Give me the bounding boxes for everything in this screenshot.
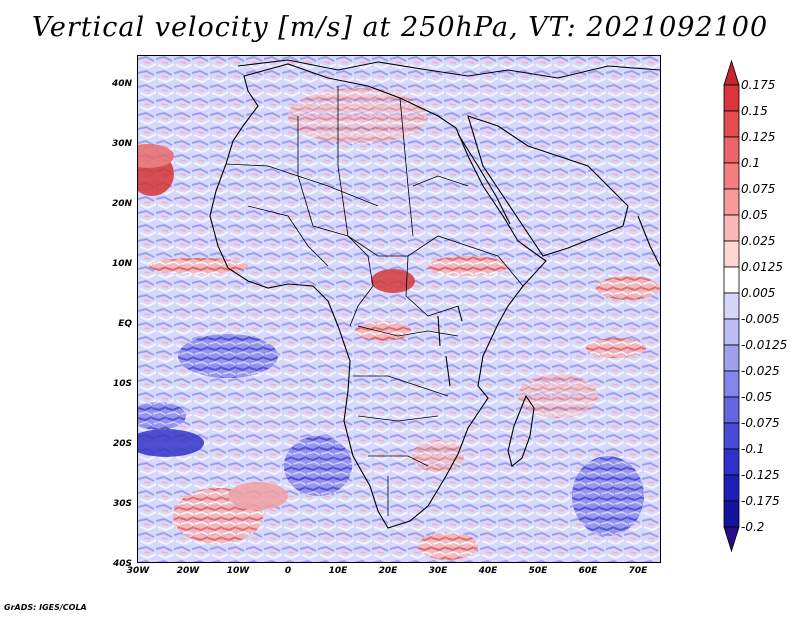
- lat-label-40n: 40N: [111, 79, 132, 89]
- colorbar-label: -0.0125: [741, 338, 788, 352]
- colorbar-swatch: [723, 422, 740, 450]
- colorbar-swatch: [723, 266, 740, 294]
- colorbar-swatch: [723, 84, 740, 112]
- colorbar-label: 0.0125: [741, 260, 783, 274]
- colorbar-swatch: [723, 188, 740, 216]
- lon-label-20w: 20W: [176, 566, 200, 576]
- colorbar-swatch: [723, 136, 740, 164]
- colorbar-label: 0.075: [741, 182, 776, 196]
- colorbar-label: 0.005: [741, 286, 776, 300]
- lat-label-10n: 10N: [111, 259, 132, 269]
- country-borders: [225, 86, 524, 516]
- lat-label-eq: EQ: [118, 319, 132, 329]
- colorbar-label: -0.025: [741, 364, 780, 378]
- colorbar-swatch: [723, 500, 740, 528]
- lat-label-30s: 30S: [112, 499, 132, 509]
- grads-credit: GrADS: IGES/COLA: [4, 603, 87, 612]
- colorbar-swatch: [723, 370, 740, 398]
- lat-label-40s: 40S: [112, 559, 132, 569]
- colorbar-swatch: [723, 474, 740, 502]
- colorbar-swatch: [723, 240, 740, 268]
- map-title: Vertical velocity [m/s] at 250hPa, VT: 2…: [31, 12, 769, 43]
- colorbar-label: 0.1: [741, 156, 761, 170]
- lon-label-70e: 70E: [628, 566, 648, 576]
- map-frame: [137, 55, 661, 563]
- lon-label-50e: 50E: [528, 566, 548, 576]
- colorbar-label: -0.1: [741, 442, 765, 456]
- lon-label-0: 0: [284, 566, 292, 576]
- colorbar-label: 0.125: [741, 130, 776, 144]
- colorbar-swatch: [723, 448, 740, 476]
- colorbar-label: 0.175: [741, 78, 776, 92]
- lat-label-20s: 20S: [112, 439, 132, 449]
- colorbar-min-arrow: [723, 526, 740, 553]
- lat-label-20n: 20N: [111, 199, 132, 209]
- lon-label-20e: 20E: [378, 566, 398, 576]
- colorbar-label: -0.075: [741, 416, 780, 430]
- lon-label-30e: 30E: [428, 566, 448, 576]
- colorbar-swatch: [723, 110, 740, 138]
- lat-label-10s: 10S: [112, 379, 132, 389]
- india-coast: [637, 215, 660, 267]
- colorbar-swatch: [723, 292, 740, 320]
- colorbar-label: -0.005: [741, 312, 780, 326]
- colorbar-swatch: [723, 396, 740, 424]
- colorbar-swatch: [723, 214, 740, 242]
- great-lakes: [437, 305, 463, 387]
- colorbar-label: 0.15: [741, 104, 768, 118]
- colorbar-swatch: [723, 318, 740, 346]
- red-sea: [457, 133, 511, 225]
- lon-label-30w: 30W: [126, 566, 150, 576]
- colorbar-swatch: [723, 344, 740, 372]
- madagascar-outline: [507, 394, 535, 467]
- africa-outline: [209, 63, 547, 529]
- lat-label-30n: 30N: [111, 139, 132, 149]
- arabian-peninsula-outline: [467, 115, 629, 257]
- lon-label-10e: 10E: [328, 566, 348, 576]
- velocity-patches: [138, 88, 660, 560]
- colorbar-label: 0.05: [741, 208, 768, 222]
- colorbar-label: 0.025: [741, 234, 776, 248]
- colorbar-max-arrow: [723, 59, 740, 86]
- velocity-field-map: [138, 56, 660, 562]
- lon-label-60e: 60E: [578, 566, 598, 576]
- colorbar-swatch: [723, 162, 740, 190]
- colorbar-label: -0.2: [741, 520, 765, 534]
- colorbar-label: -0.05: [741, 390, 773, 404]
- velocity-background: [138, 56, 660, 562]
- colorbar-label: -0.175: [741, 494, 780, 508]
- lon-label-10w: 10W: [226, 566, 250, 576]
- europe-outline: [237, 59, 660, 79]
- colorbar-label: -0.125: [741, 468, 780, 482]
- lon-label-40e: 40E: [478, 566, 498, 576]
- africa-coastline: [209, 59, 660, 529]
